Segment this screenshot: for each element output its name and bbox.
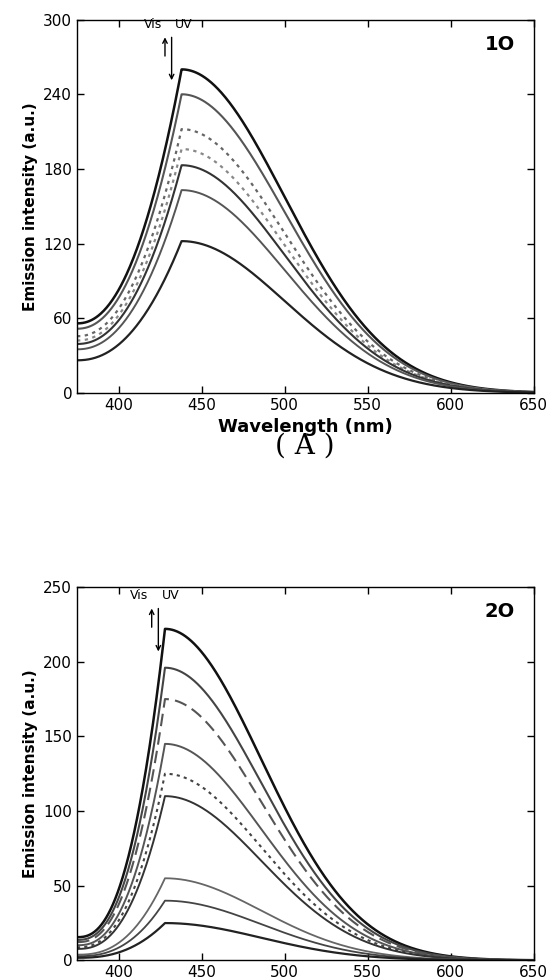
Text: Vis: Vis (144, 18, 162, 30)
X-axis label: Wavelength (nm): Wavelength (nm) (218, 418, 393, 436)
Text: 2O: 2O (485, 602, 515, 621)
Text: Vis: Vis (130, 589, 148, 602)
Text: UV: UV (162, 589, 179, 602)
Text: UV: UV (175, 18, 192, 30)
Y-axis label: Emission intensity (a.u.): Emission intensity (a.u.) (23, 102, 37, 311)
Text: 1O: 1O (485, 34, 515, 54)
Text: ( A ): ( A ) (276, 432, 335, 460)
Y-axis label: Emission intensity (a.u.): Emission intensity (a.u.) (23, 669, 38, 878)
